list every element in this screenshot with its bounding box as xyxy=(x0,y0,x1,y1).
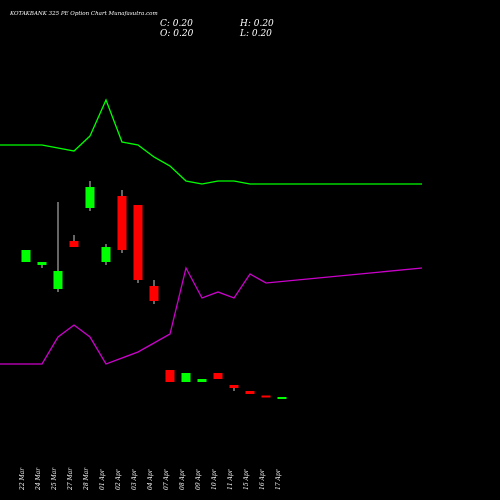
date-label: 28 Mar xyxy=(83,467,90,491)
date-label: 22 Mar xyxy=(19,467,26,491)
candle-body xyxy=(261,395,271,398)
date-label: 24 Mar xyxy=(35,467,42,491)
indicator-lines xyxy=(0,98,423,365)
date-label: 02 Apr xyxy=(115,468,122,490)
date-label: 01 Apr xyxy=(99,468,106,490)
candle-body xyxy=(277,397,287,399)
date-label: 27 Mar xyxy=(67,467,74,491)
date-label: 09 Apr xyxy=(195,468,202,490)
candle-body xyxy=(69,241,79,247)
candle-body xyxy=(133,205,143,280)
candle-body xyxy=(117,196,127,250)
date-label: 25 Mar xyxy=(51,467,58,491)
green-indicator-line xyxy=(0,98,422,185)
candle-body xyxy=(21,250,31,262)
date-label: 15 Apr xyxy=(243,468,250,490)
candle-body xyxy=(213,373,223,379)
date-label: 10 Apr xyxy=(211,468,218,490)
candle-body xyxy=(181,373,191,382)
candles xyxy=(21,181,287,399)
candle-body xyxy=(37,262,47,265)
open-value: O: 0.20 xyxy=(160,29,194,39)
candle-body xyxy=(197,379,207,382)
date-label: 17 Apr xyxy=(275,468,282,490)
candle-body xyxy=(85,187,95,208)
close-value: C: 0.20 xyxy=(160,19,193,29)
date-label: 03 Apr xyxy=(131,468,138,490)
low-value: L: 0.20 xyxy=(239,29,272,39)
chart-title: KOTAKBANK 325 PE Option Chart Munafasutr… xyxy=(9,11,158,17)
date-label: 04 Apr xyxy=(147,468,154,490)
candle-body xyxy=(229,385,239,388)
candle-body xyxy=(149,286,159,301)
date-label: 08 Apr xyxy=(179,468,186,490)
date-label: 16 Apr xyxy=(259,468,266,490)
date-label: 07 Apr xyxy=(163,468,170,490)
date-axis: 22 Mar 24 Mar 25 Mar 27 Mar 28 Mar 01 Apr 02 A… xyxy=(19,467,282,491)
candle-body xyxy=(101,247,111,262)
high-value: H: 0.20 xyxy=(239,19,274,29)
candle-body xyxy=(245,391,255,394)
candle-body xyxy=(53,271,63,289)
candle-body xyxy=(165,370,175,382)
magenta-indicator-line xyxy=(0,266,423,365)
date-label: 11 Apr xyxy=(227,468,234,490)
